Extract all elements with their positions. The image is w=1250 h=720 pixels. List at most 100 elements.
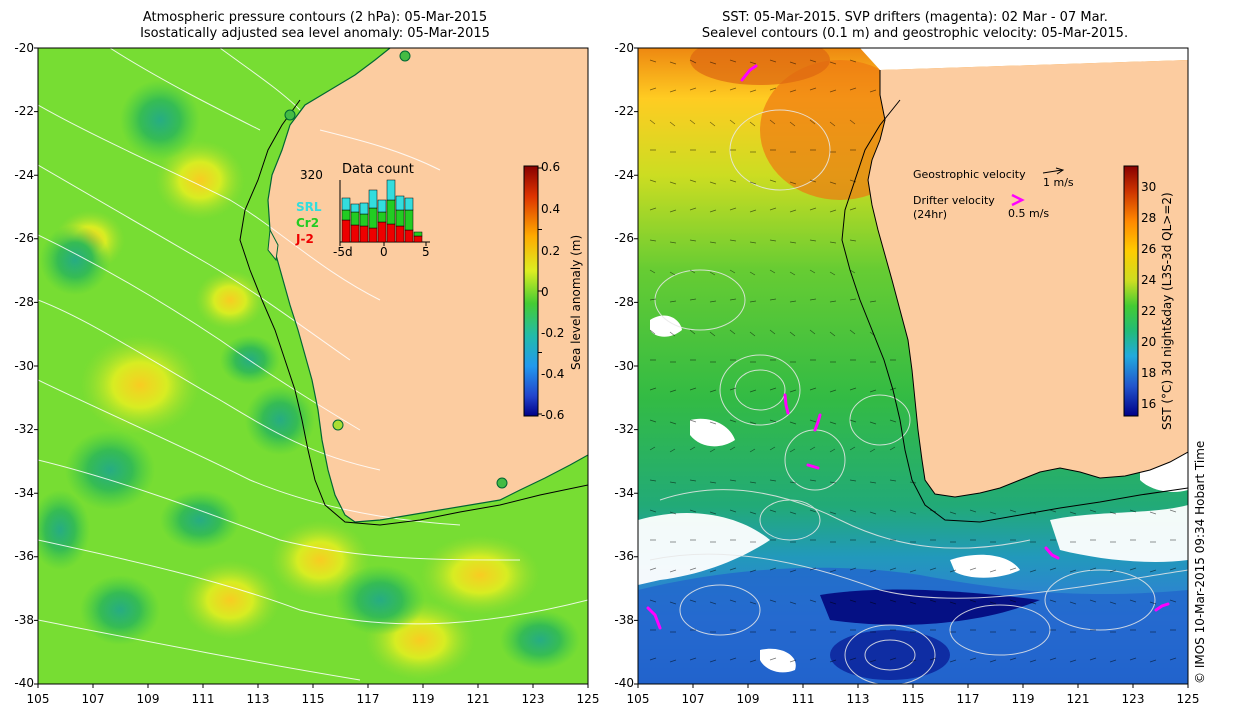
sst-colorbar-label: SST (°C) 3d night&day (L3S-3d QL>=2)	[1160, 192, 1174, 430]
lon-label: 117	[956, 692, 980, 706]
lat-label: -40	[14, 676, 34, 690]
sla-cb-tick: 0.6	[541, 160, 561, 174]
lat-label: -38	[614, 613, 634, 627]
lon-label: 119	[1011, 692, 1035, 706]
lon-label: 125	[1176, 692, 1200, 706]
lon-label: 113	[846, 692, 870, 706]
lat-label: -28	[614, 295, 634, 309]
legend-cr2: Cr2	[296, 216, 320, 230]
geo-velocity-label: Geostrophic velocity	[913, 168, 1026, 181]
lat-label: -34	[14, 486, 34, 500]
lat-label: -38	[14, 613, 34, 627]
shelf-break-right	[841, 99, 1188, 523]
arrowhead-icon	[1055, 167, 1065, 175]
lat-label: -40	[614, 676, 634, 690]
shelf-break-left	[239, 99, 588, 526]
right-title-line1: SST: 05-Mar-2015. SVP drifters (magenta)…	[722, 10, 1108, 25]
left-title-line1: Atmospheric pressure contours (2 hPa): 0…	[142, 10, 488, 25]
australia-land-right	[868, 60, 1188, 497]
sla-cb-tick: 0.2	[541, 244, 561, 258]
lat-label: -36	[614, 549, 634, 563]
inset-xtick-minus5d: -5d	[333, 245, 353, 259]
lon-label: 119	[411, 692, 435, 706]
lat-label: -30	[614, 359, 634, 373]
legend-srl: SRL	[296, 200, 322, 214]
drifter-velocity-label: Drifter velocity	[913, 194, 995, 207]
lon-label: 121	[1066, 692, 1090, 706]
sst-cb-tick: 18	[1141, 366, 1157, 380]
lon-label: 121	[466, 692, 490, 706]
sst-cb-tick: 16	[1141, 397, 1157, 411]
sst-cb-tick: 26	[1141, 242, 1157, 256]
lon-label: 107	[81, 692, 105, 706]
left-title: Atmospheric pressure contours (2 hPa): 0…	[40, 10, 590, 42]
lon-label: 107	[681, 692, 705, 706]
lon-label: 105	[626, 692, 650, 706]
sla-colorbar	[523, 165, 539, 417]
lon-label: 111	[191, 692, 215, 706]
left-title-line2: Isostatically adjusted sea level anomaly…	[140, 26, 490, 41]
lon-label: 117	[356, 692, 380, 706]
inset-xtick-5: 5	[422, 245, 430, 259]
drifter-velocity-sublabel: (24hr)	[913, 208, 948, 221]
sst-cb-tick: 30	[1141, 180, 1157, 194]
coastline-left	[267, 48, 588, 523]
sst-cb-tick: 28	[1141, 211, 1157, 225]
lat-label: -20	[614, 41, 634, 55]
sst-colorbar	[1123, 165, 1139, 417]
sla-colorbar-label: Sea level anomaly (m)	[569, 234, 583, 370]
drifter-velocity-value: 0.5 m/s	[1008, 207, 1050, 220]
lat-label: -34	[614, 486, 634, 500]
lon-label: 123	[1121, 692, 1145, 706]
svp-drifter-tracks	[646, 64, 1170, 630]
lat-label: -32	[614, 422, 634, 436]
credit-text: © IMOS 10-Mar-2015 09:34 Hobart Time	[1193, 440, 1207, 684]
lon-label: 109	[136, 692, 160, 706]
pressure-contours	[38, 48, 588, 681]
lon-label: 115	[901, 692, 925, 706]
lon-label: 111	[791, 692, 815, 706]
sla-cb-tick: -0.6	[541, 408, 565, 422]
lat-label: -28	[14, 295, 34, 309]
lat-label: -20	[14, 41, 34, 55]
sst-cb-tick: 20	[1141, 335, 1157, 349]
lat-label: -22	[614, 104, 634, 118]
lon-label: 109	[736, 692, 760, 706]
inset-xtick-0: 0	[380, 245, 388, 259]
sla-anomaly-field	[38, 80, 580, 680]
drifter-legend-icon	[1011, 193, 1025, 207]
geostrophic-velocity-field	[649, 59, 1177, 663]
inset-count: 320	[300, 168, 323, 182]
axis-ticks	[34, 47, 1189, 688]
lat-label: -22	[14, 104, 34, 118]
lat-label: -30	[14, 359, 34, 373]
lat-label: -36	[14, 549, 34, 563]
lon-label: 105	[26, 692, 50, 706]
lon-label: 115	[301, 692, 325, 706]
lat-label: -26	[614, 231, 634, 245]
right-map	[638, 48, 1188, 684]
inset-title: Data count	[342, 162, 414, 177]
sst-cb-tick: 22	[1141, 304, 1157, 318]
histogram-bars	[341, 179, 423, 243]
geo-velocity-value: 1 m/s	[1043, 176, 1074, 189]
legend-j2: J-2	[296, 232, 314, 246]
sla-cb-tick: 0	[541, 285, 549, 299]
australia-land-left	[268, 48, 588, 522]
sla-cb-tick: 0.4	[541, 202, 561, 216]
lat-label: -26	[14, 231, 34, 245]
sst-cb-tick: 24	[1141, 273, 1157, 287]
data-count-inset	[339, 179, 430, 246]
right-title-line2: Sealevel contours (0.1 m) and geostrophi…	[701, 26, 1129, 41]
lon-label: 123	[521, 692, 545, 706]
lat-label: -32	[14, 422, 34, 436]
lon-label: 125	[576, 692, 600, 706]
lon-label: 113	[246, 692, 270, 706]
sla-cb-tick: -0.2	[541, 326, 565, 340]
lat-label: -24	[14, 168, 34, 182]
geo-velocity-legend-arrow	[1042, 169, 1063, 174]
right-title: SST: 05-Mar-2015. SVP drifters (magenta)…	[640, 10, 1190, 42]
sealevel-contours	[649, 109, 1188, 684]
lat-label: -24	[614, 168, 634, 182]
